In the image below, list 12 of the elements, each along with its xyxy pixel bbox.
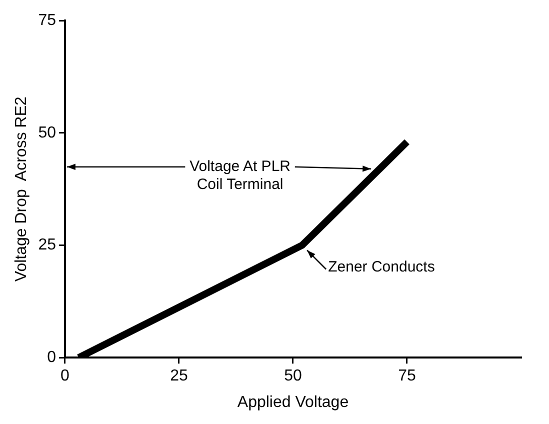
x-tick-label: 25 xyxy=(170,368,188,385)
y-tick-label: 50 xyxy=(38,124,56,142)
y-tick-label: 25 xyxy=(38,236,56,254)
annotation: Zener Conducts xyxy=(328,258,435,276)
x-tick-label: 50 xyxy=(284,368,302,385)
x-tick-label: 75 xyxy=(398,368,416,385)
x-axis-title: Applied Voltage xyxy=(237,394,349,411)
y-axis-title: Voltage Drop Across RE2 xyxy=(13,96,30,282)
x-tick-label: 0 xyxy=(60,368,70,385)
y-tick-label: 0 xyxy=(47,349,56,366)
annotation: Voltage At PLR Coil Terminal xyxy=(190,158,291,194)
y-tick-label: 75 xyxy=(38,12,56,30)
